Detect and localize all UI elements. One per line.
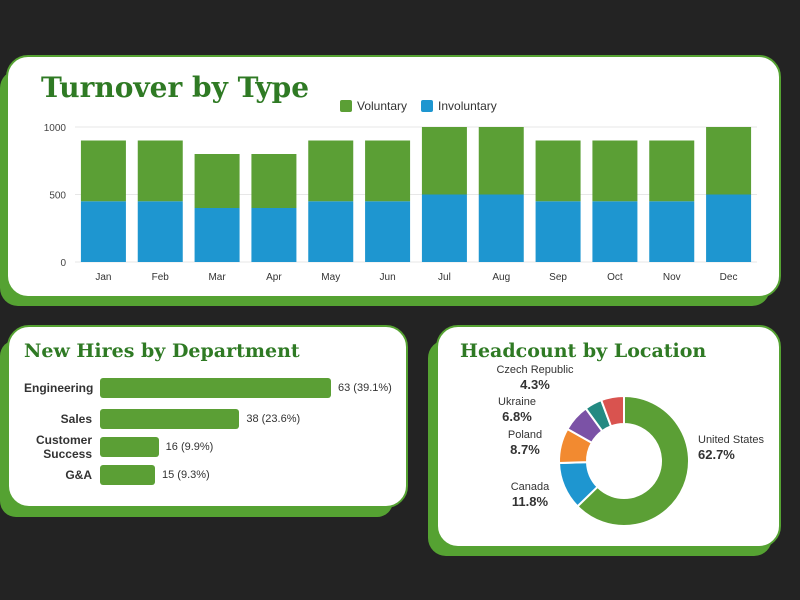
donut-label-percent: 62.7% [698, 447, 735, 462]
hires-chart: Engineering 63 (39.1%) Sales 38 (23.6%) Cust… [9, 327, 406, 506]
dept-bar [100, 437, 159, 457]
turnover-card: Turnover by Type Voluntary Involuntary 0… [6, 55, 781, 298]
bar-involuntary [365, 201, 411, 262]
legend-swatch-involuntary [421, 100, 434, 112]
bar-involuntary [478, 194, 524, 262]
x-tick-label: May [321, 272, 340, 283]
bar-voluntary [421, 127, 467, 195]
legend-label-involuntary: Involuntary [438, 99, 497, 113]
x-tick-label: Jun [380, 272, 396, 283]
bar-involuntary [251, 208, 297, 262]
turnover-legend: Voluntary Involuntary [340, 99, 497, 113]
bar-voluntary [365, 140, 411, 202]
hires-card: New Hires by Department Engineering 63 (3… [7, 325, 408, 508]
legend-label-voluntary: Voluntary [357, 99, 408, 113]
x-tick-label: Nov [663, 272, 681, 283]
x-tick-label: Dec [720, 272, 738, 283]
bar-involuntary [80, 201, 126, 262]
x-tick-label: Oct [607, 272, 623, 283]
bar-voluntary [592, 140, 638, 202]
bar-involuntary [194, 208, 240, 262]
donut-slice-united-states [576, 394, 690, 527]
x-tick-label: Sep [549, 272, 567, 283]
y-tick-label: 500 [49, 191, 66, 202]
bar-voluntary [706, 127, 752, 195]
hires-title: New Hires by Department [24, 340, 300, 362]
headcount-title: Headcount by Location [460, 340, 707, 362]
bar-involuntary [706, 194, 752, 262]
donut-label-percent: 4.3% [520, 377, 550, 392]
legend-item-involuntary: Involuntary [421, 99, 497, 113]
bar-involuntary [649, 201, 695, 262]
bar-voluntary [137, 140, 183, 202]
bar-involuntary [421, 194, 467, 262]
bar-involuntary [308, 201, 354, 262]
donut-label-percent: 6.8% [502, 409, 532, 424]
headcount-card: Headcount by Location United States 62.7%… [436, 325, 781, 548]
bar-involuntary [592, 201, 638, 262]
donut-label-name: Poland [508, 429, 542, 441]
dept-label-sales: Sales [60, 412, 92, 426]
dept-value-label: 16 (9.9%) [165, 441, 214, 453]
x-tick-label: Mar [208, 272, 226, 283]
dept-value-label: 38 (23.6%) [246, 413, 301, 425]
x-tick-label: Apr [266, 272, 282, 283]
donut-label-percent: 11.8% [512, 494, 549, 509]
bar-voluntary [194, 154, 240, 208]
donut-label-name: Canada [511, 481, 550, 493]
donut-label-name: United States [698, 434, 765, 446]
donut-slice-other [599, 394, 625, 428]
turnover-chart: 0 500 1000 Jan Feb Mar Apr May Jun Jul Aug Sep Oct No… [44, 123, 757, 283]
y-tick-label: 1000 [44, 123, 67, 134]
x-tick-label: Jul [438, 272, 451, 283]
donut-label-percent: 8.7% [510, 442, 540, 457]
bar-voluntary [478, 127, 524, 195]
bar-involuntary [535, 201, 581, 262]
dept-bar [100, 465, 155, 485]
dept-bar [100, 409, 240, 429]
bar-involuntary [137, 201, 183, 262]
bar-voluntary [308, 140, 354, 202]
turnover-title: Turnover by Type [41, 71, 310, 104]
dept-label-engineering: Engineering [24, 381, 94, 395]
x-tick-label: Feb [152, 272, 170, 283]
legend-swatch-voluntary [340, 100, 352, 112]
dept-label-g-a: G&A [65, 468, 92, 482]
bar-voluntary [535, 140, 581, 202]
dept-value-label: 63 (39.1%) [338, 382, 392, 394]
x-tick-label: Jan [95, 272, 111, 283]
bar-voluntary [251, 154, 297, 208]
dept-label-customer-success: Customer Success [35, 433, 92, 461]
dept-bar [100, 378, 331, 398]
dept-value-label: 15 (9.3%) [162, 469, 210, 481]
donut-label-name: Ukraine [498, 396, 536, 408]
x-tick-label: Aug [492, 272, 510, 283]
legend-item-voluntary: Voluntary [340, 99, 407, 113]
bar-voluntary [80, 140, 126, 202]
donut-label-name: Czech Republic [496, 364, 574, 376]
bar-voluntary [649, 140, 695, 202]
y-tick-label: 0 [60, 258, 66, 269]
